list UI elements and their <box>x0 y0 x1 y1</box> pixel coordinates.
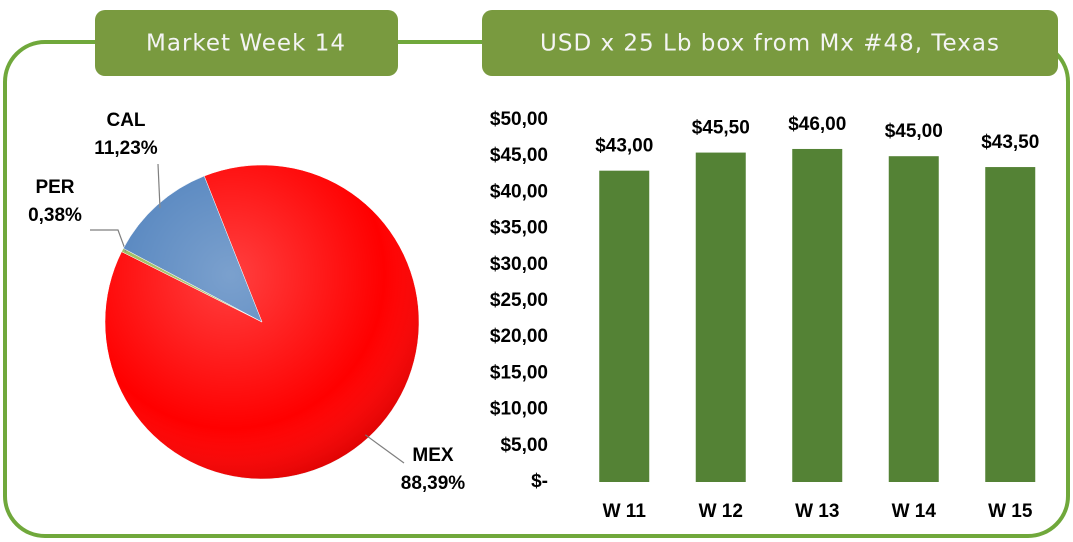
y-tick-label: $30,00 <box>490 254 548 275</box>
bar-value-label: $43,50 <box>981 132 1039 153</box>
bar <box>792 148 843 482</box>
x-tick-label: W 11 <box>603 501 647 522</box>
pie-title: Market Week 14 <box>146 31 346 57</box>
y-tick-label: $5,00 <box>500 435 548 456</box>
y-tick-label: $50,00 <box>490 109 548 130</box>
bar-value-label: $45,50 <box>692 118 750 139</box>
y-tick-label: $35,00 <box>490 218 548 239</box>
x-tick-label: W 12 <box>699 501 743 522</box>
slice-name: CAL <box>106 110 145 131</box>
bar-value-label: $46,00 <box>788 114 846 135</box>
bar <box>695 152 746 482</box>
bar-value-label: $45,00 <box>885 121 943 142</box>
y-tick-label: $10,00 <box>490 399 548 420</box>
bar <box>985 167 1036 482</box>
header-tab <box>95 10 398 76</box>
leader-line <box>365 434 405 464</box>
x-tick-label: W 15 <box>988 501 1033 522</box>
y-tick-label: $45,00 <box>490 145 548 166</box>
y-tick-label: $20,00 <box>490 326 548 347</box>
header-tab <box>482 10 1058 76</box>
slice-value-label: 11,23% <box>94 138 157 159</box>
bar <box>888 156 939 482</box>
slice-value-label: 88,39% <box>401 473 466 494</box>
leader-line <box>157 163 161 208</box>
x-tick-label: W 14 <box>892 501 937 522</box>
bar <box>599 170 650 482</box>
slice-name: MEX <box>412 445 454 466</box>
y-tick-label: $40,00 <box>490 181 548 202</box>
y-tick-label: $15,00 <box>490 362 548 383</box>
bar-title: USD x 25 Lb box from Mx #48, Texas <box>540 31 1000 57</box>
y-tick-label: $25,00 <box>490 290 548 311</box>
leader-line <box>90 229 127 253</box>
y-tick-label: $- <box>531 471 548 492</box>
bar-value-label: $43,00 <box>595 136 653 157</box>
x-tick-label: W 13 <box>795 501 839 522</box>
slice-name: PER <box>35 177 74 198</box>
slice-value-label: 0,38% <box>28 205 82 226</box>
